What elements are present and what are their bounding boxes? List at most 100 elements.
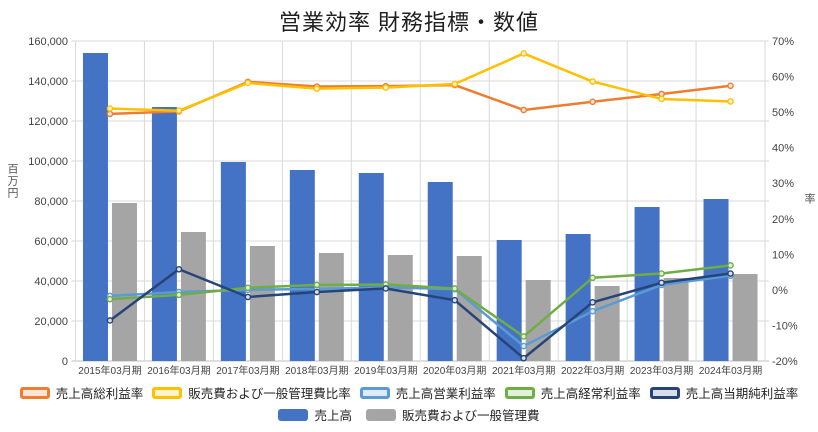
- legend-item: 売上高当期純利益率: [649, 383, 799, 402]
- line-marker: [106, 295, 114, 303]
- right-axis-tick: 40%: [772, 143, 794, 155]
- legend-label: 売上高総利益率: [55, 387, 144, 401]
- legend-item: 売上高総利益率: [19, 383, 144, 402]
- legend-item: 売上高経常利益率: [504, 383, 641, 402]
- right-axis-tick: 50%: [772, 107, 794, 119]
- legend-bar-swatch: [366, 408, 396, 421]
- line-marker: [382, 84, 390, 91]
- line-marker: [451, 285, 459, 292]
- legend-line-swatch: [504, 386, 535, 399]
- bar-sales: [703, 199, 729, 361]
- line-marker: [589, 307, 596, 315]
- line-marker: [313, 288, 321, 296]
- x-axis-tick: 2016年03月期: [147, 364, 210, 377]
- x-axis-tick: 2020年03月期: [423, 364, 486, 377]
- line-marker: [727, 82, 734, 90]
- legend-label: 販売費および一般管理費: [402, 409, 540, 423]
- bar-sales: [82, 53, 108, 361]
- legend-label: 売上高: [314, 409, 352, 423]
- legend-label: 売上高営業利益率: [395, 387, 496, 401]
- line-marker: [244, 79, 252, 87]
- legend-item: 売上高営業利益率: [359, 383, 496, 402]
- legend-line-swatch: [152, 386, 183, 399]
- chart-title: 営業効率 財務指標・数値: [278, 10, 540, 35]
- x-axis-tick: 2021年03月期: [492, 364, 555, 377]
- legend-item: 売上高: [278, 405, 352, 424]
- legend-line-swatch: [19, 386, 50, 399]
- left-axis-tick: 40,000: [34, 276, 68, 288]
- bar-sales: [289, 170, 315, 361]
- line-marker: [520, 106, 527, 114]
- line-marker: [727, 262, 734, 269]
- legend-bar-series: 売上高 販売費および一般管理費: [0, 405, 818, 424]
- bar-sga: [525, 280, 551, 361]
- line-marker: [382, 285, 390, 292]
- bar-sga: [180, 232, 206, 361]
- right-axis-tick: -10%: [772, 320, 798, 332]
- bar-sales: [220, 162, 246, 361]
- legend-item: 販売費および一般管理費: [366, 405, 540, 424]
- bar-sga: [732, 274, 758, 361]
- bar-sales: [427, 182, 453, 361]
- line-marker: [175, 291, 183, 299]
- legend-label: 売上高経常利益率: [540, 387, 641, 401]
- right-axis-tick: -20%: [772, 356, 798, 368]
- bar-sales: [358, 173, 384, 361]
- legend-item: 販売費および一般管理費比率: [152, 383, 351, 402]
- left-axis-tick: 140,000: [28, 76, 68, 88]
- right-axis-tick: 30%: [772, 178, 794, 190]
- right-axis-tick: 70%: [772, 36, 794, 48]
- x-axis-tick: 2018年03月期: [285, 364, 348, 377]
- left-axis-title: 百万円: [6, 163, 18, 199]
- right-axis-tick: 60%: [772, 72, 794, 84]
- x-axis-tick: 2017年03月期: [216, 364, 279, 377]
- line-marker: [520, 50, 527, 57]
- x-axis-tick: 2019年03月期: [354, 364, 417, 377]
- x-axis-tick: 2023年03月期: [630, 364, 693, 377]
- line-marker: [451, 80, 459, 88]
- line-marker: [106, 110, 114, 118]
- x-axis-tick: 2024年03月期: [699, 364, 762, 377]
- line-marker: [658, 270, 665, 277]
- legend-line-swatch: [359, 386, 390, 399]
- right-axis-tick: 0%: [772, 285, 788, 297]
- line-marker: [520, 342, 527, 350]
- bar-sga: [663, 278, 689, 361]
- bar-sales: [151, 107, 177, 361]
- left-axis-tick: 60,000: [34, 236, 68, 248]
- line-marker: [313, 281, 321, 289]
- left-axis-tick: 0: [62, 356, 68, 368]
- left-axis-tick: 100,000: [28, 156, 68, 168]
- line-marker: [589, 98, 596, 106]
- right-axis-tick: 10%: [772, 249, 794, 261]
- line-marker: [313, 85, 321, 92]
- right-axis-tick: 20%: [772, 214, 794, 226]
- legend-line-series: 売上高総利益率 販売費および一般管理費比率 売上高営業利益率 売上高経常利益率 売上高当…: [0, 383, 818, 402]
- left-axis-tick: 160,000: [28, 36, 68, 48]
- line-marker: [175, 265, 183, 273]
- left-axis-tick: 20,000: [34, 316, 68, 328]
- bar-sga: [318, 253, 344, 361]
- left-axis-tick: 120,000: [28, 116, 68, 128]
- legend-label: 売上高当期純利益率: [685, 387, 799, 401]
- line-marker: [727, 98, 734, 105]
- line-marker: [727, 270, 734, 277]
- line-marker: [106, 105, 114, 112]
- x-axis-tick: 2022年03月期: [561, 364, 624, 377]
- left-axis-tick: 80,000: [34, 196, 68, 208]
- legend-label: 販売費および一般管理費比率: [188, 387, 351, 401]
- bar-sga: [387, 255, 413, 361]
- line-marker: [244, 293, 252, 301]
- line-marker: [244, 284, 252, 292]
- line-marker: [175, 107, 183, 114]
- line-marker: [658, 279, 665, 287]
- x-axis-tick: 2015年03月期: [78, 364, 141, 377]
- line-marker: [520, 354, 527, 362]
- line-marker: [106, 317, 114, 324]
- line-marker: [520, 333, 527, 340]
- line-marker: [589, 274, 596, 282]
- line-series: [109, 52, 731, 112]
- line-series: [109, 264, 731, 338]
- line-marker: [589, 78, 596, 85]
